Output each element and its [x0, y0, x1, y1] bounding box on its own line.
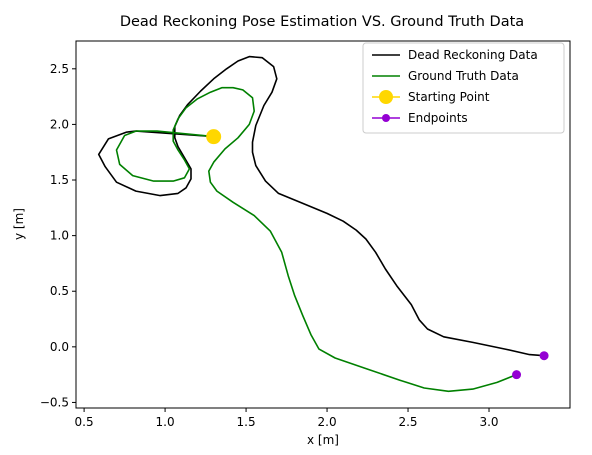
chart-title: Dead Reckoning Pose Estimation VS. Groun… — [120, 14, 524, 30]
legend-label: Ground Truth Data — [408, 69, 519, 83]
legend-label: Endpoints — [408, 111, 468, 125]
y-tick-label: 1.0 — [50, 229, 69, 243]
y-axis: −0.5 0.0 0.5 1.0 1.5 2.0 2.5 — [40, 62, 76, 409]
starting-point-marker — [206, 129, 222, 145]
legend: Dead Reckoning Data Ground Truth Data Star… — [362, 42, 565, 134]
x-axis: 0.5 1.0 1.5 2.0 2.5 3.0 — [75, 408, 499, 429]
ground-truth-data-line — [115, 86, 518, 393]
legend-item-ground-truth-data: Ground Truth Data — [372, 69, 519, 83]
plot-area-frame — [75, 40, 571, 409]
y-tick-label: 1.5 — [50, 173, 69, 187]
x-tick-label: 1.5 — [237, 415, 256, 429]
y-tick-label: 2.5 — [50, 62, 69, 76]
legend-label: Starting Point — [408, 90, 490, 104]
x-tick-label: 2.5 — [398, 415, 417, 429]
y-tick-label: 0.0 — [50, 340, 69, 354]
y-tick-label: 0.5 — [50, 284, 69, 298]
y-tick-label: 2.0 — [50, 117, 69, 131]
series-layer — [97, 55, 549, 393]
x-tick-label: 3.0 — [479, 415, 498, 429]
x-tick-label: 1.0 — [156, 415, 175, 429]
y-axis-title: y [m] — [12, 208, 26, 240]
legend-item-starting-point: Starting Point — [372, 90, 490, 104]
x-axis-title: x [m] — [307, 433, 339, 447]
endpoints-marker — [512, 370, 522, 380]
legend-marker — [382, 114, 390, 122]
legend-box — [362, 42, 565, 134]
legend-marker — [379, 90, 393, 104]
legend-item-endpoints: Endpoints — [372, 111, 468, 125]
endpoints-marker — [539, 351, 549, 361]
x-tick-label: 2.0 — [318, 415, 337, 429]
dead-reckoning-data-line — [97, 55, 545, 357]
legend-label: Dead Reckoning Data — [408, 48, 538, 62]
legend-item-dead-reckoning-data: Dead Reckoning Data — [372, 48, 538, 62]
x-tick-label: 0.5 — [75, 415, 94, 429]
y-tick-label: −0.5 — [40, 395, 69, 409]
